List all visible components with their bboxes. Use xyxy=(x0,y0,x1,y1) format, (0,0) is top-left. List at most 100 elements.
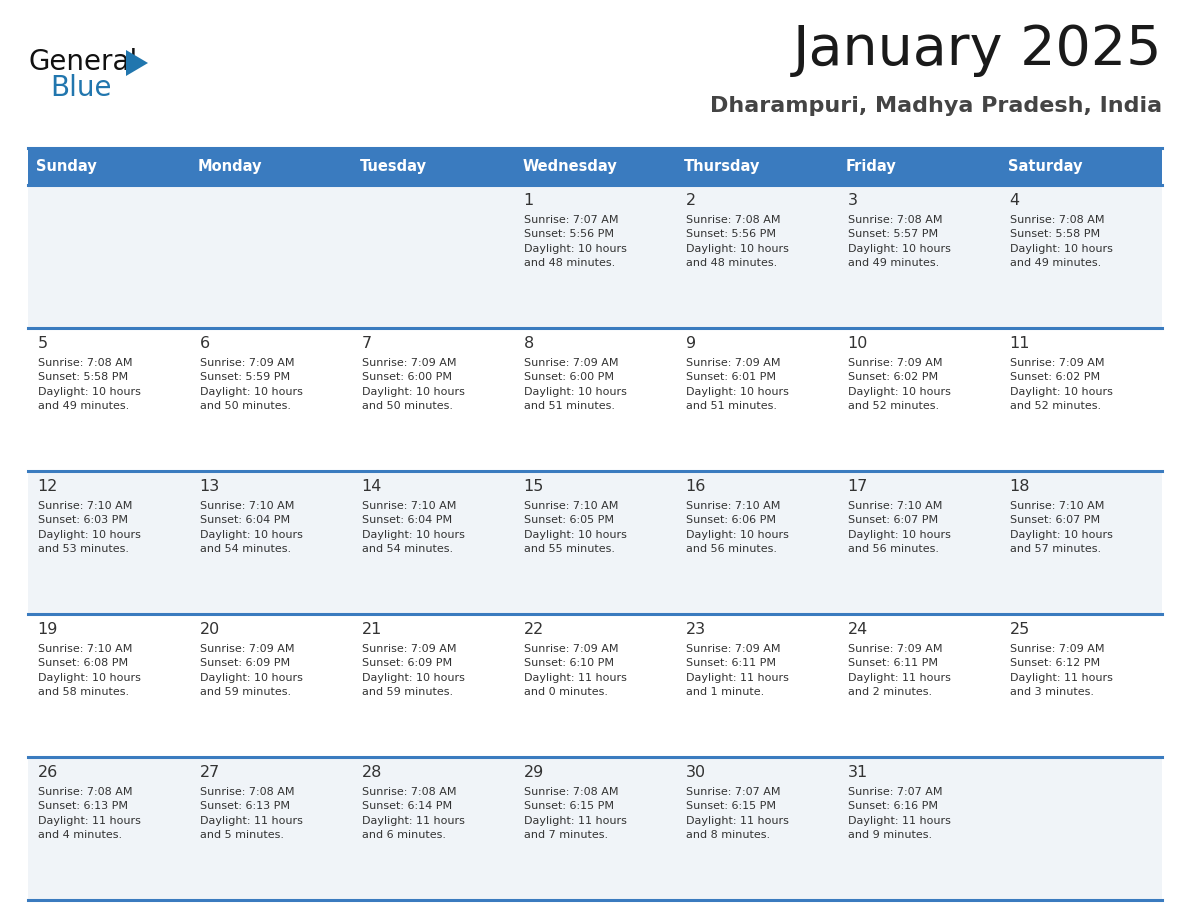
Text: Sunrise: 7:10 AM
Sunset: 6:04 PM
Daylight: 10 hours
and 54 minutes.: Sunrise: 7:10 AM Sunset: 6:04 PM Dayligh… xyxy=(200,501,303,554)
Text: 11: 11 xyxy=(1010,336,1030,351)
Bar xyxy=(676,328,838,471)
Text: Sunrise: 7:10 AM
Sunset: 6:05 PM
Daylight: 10 hours
and 55 minutes.: Sunrise: 7:10 AM Sunset: 6:05 PM Dayligh… xyxy=(524,501,626,554)
Text: Sunrise: 7:10 AM
Sunset: 6:07 PM
Daylight: 10 hours
and 57 minutes.: Sunrise: 7:10 AM Sunset: 6:07 PM Dayligh… xyxy=(1010,501,1113,554)
Text: 4: 4 xyxy=(1010,193,1019,208)
Text: Sunrise: 7:08 AM
Sunset: 5:58 PM
Daylight: 10 hours
and 49 minutes.: Sunrise: 7:08 AM Sunset: 5:58 PM Dayligh… xyxy=(1010,215,1113,268)
Bar xyxy=(29,757,190,900)
Bar xyxy=(514,757,676,900)
Text: Sunrise: 7:08 AM
Sunset: 6:15 PM
Daylight: 11 hours
and 7 minutes.: Sunrise: 7:08 AM Sunset: 6:15 PM Dayligh… xyxy=(524,787,626,840)
Text: Sunrise: 7:09 AM
Sunset: 6:12 PM
Daylight: 11 hours
and 3 minutes.: Sunrise: 7:09 AM Sunset: 6:12 PM Dayligh… xyxy=(1010,644,1113,697)
Bar xyxy=(1000,614,1162,757)
Bar xyxy=(838,185,1000,328)
Bar xyxy=(676,757,838,900)
Bar xyxy=(352,757,514,900)
Text: 16: 16 xyxy=(685,479,706,494)
Text: Sunrise: 7:09 AM
Sunset: 6:00 PM
Daylight: 10 hours
and 51 minutes.: Sunrise: 7:09 AM Sunset: 6:00 PM Dayligh… xyxy=(524,358,626,411)
Text: Sunrise: 7:10 AM
Sunset: 6:04 PM
Daylight: 10 hours
and 54 minutes.: Sunrise: 7:10 AM Sunset: 6:04 PM Dayligh… xyxy=(361,501,465,554)
Text: Sunrise: 7:09 AM
Sunset: 6:09 PM
Daylight: 10 hours
and 59 minutes.: Sunrise: 7:09 AM Sunset: 6:09 PM Dayligh… xyxy=(200,644,303,697)
Text: 23: 23 xyxy=(685,622,706,637)
Text: 27: 27 xyxy=(200,765,220,780)
Text: 14: 14 xyxy=(361,479,383,494)
Text: Sunrise: 7:09 AM
Sunset: 6:09 PM
Daylight: 10 hours
and 59 minutes.: Sunrise: 7:09 AM Sunset: 6:09 PM Dayligh… xyxy=(361,644,465,697)
Bar xyxy=(352,148,514,185)
Text: 12: 12 xyxy=(38,479,58,494)
Bar xyxy=(1000,328,1162,471)
Bar xyxy=(190,185,352,328)
Text: Tuesday: Tuesday xyxy=(360,159,428,174)
Text: Wednesday: Wednesday xyxy=(522,159,617,174)
Text: 1: 1 xyxy=(524,193,533,208)
Text: 22: 22 xyxy=(524,622,544,637)
Bar xyxy=(352,185,514,328)
Text: 20: 20 xyxy=(200,622,220,637)
Text: 25: 25 xyxy=(1010,622,1030,637)
Bar xyxy=(190,757,352,900)
Text: 18: 18 xyxy=(1010,479,1030,494)
Text: 15: 15 xyxy=(524,479,544,494)
Bar xyxy=(352,328,514,471)
Bar xyxy=(514,471,676,614)
Bar xyxy=(838,148,1000,185)
Text: Sunrise: 7:09 AM
Sunset: 6:01 PM
Daylight: 10 hours
and 51 minutes.: Sunrise: 7:09 AM Sunset: 6:01 PM Dayligh… xyxy=(685,358,789,411)
Bar xyxy=(29,185,190,328)
Bar xyxy=(838,757,1000,900)
Text: 21: 21 xyxy=(361,622,383,637)
Text: Friday: Friday xyxy=(846,159,897,174)
Text: Sunrise: 7:07 AM
Sunset: 6:15 PM
Daylight: 11 hours
and 8 minutes.: Sunrise: 7:07 AM Sunset: 6:15 PM Dayligh… xyxy=(685,787,789,840)
Bar xyxy=(29,471,190,614)
Text: Sunrise: 7:09 AM
Sunset: 6:11 PM
Daylight: 11 hours
and 1 minute.: Sunrise: 7:09 AM Sunset: 6:11 PM Dayligh… xyxy=(685,644,789,697)
Text: Sunrise: 7:10 AM
Sunset: 6:03 PM
Daylight: 10 hours
and 53 minutes.: Sunrise: 7:10 AM Sunset: 6:03 PM Dayligh… xyxy=(38,501,140,554)
Text: 28: 28 xyxy=(361,765,383,780)
Text: Sunrise: 7:08 AM
Sunset: 5:56 PM
Daylight: 10 hours
and 48 minutes.: Sunrise: 7:08 AM Sunset: 5:56 PM Dayligh… xyxy=(685,215,789,268)
Text: 2: 2 xyxy=(685,193,696,208)
Text: Sunrise: 7:08 AM
Sunset: 6:14 PM
Daylight: 11 hours
and 6 minutes.: Sunrise: 7:08 AM Sunset: 6:14 PM Dayligh… xyxy=(361,787,465,840)
Text: Sunrise: 7:10 AM
Sunset: 6:06 PM
Daylight: 10 hours
and 56 minutes.: Sunrise: 7:10 AM Sunset: 6:06 PM Dayligh… xyxy=(685,501,789,554)
Bar xyxy=(190,328,352,471)
Bar xyxy=(190,148,352,185)
Text: Sunrise: 7:09 AM
Sunset: 5:59 PM
Daylight: 10 hours
and 50 minutes.: Sunrise: 7:09 AM Sunset: 5:59 PM Dayligh… xyxy=(200,358,303,411)
Text: Sunrise: 7:09 AM
Sunset: 6:02 PM
Daylight: 10 hours
and 52 minutes.: Sunrise: 7:09 AM Sunset: 6:02 PM Dayligh… xyxy=(848,358,950,411)
Bar xyxy=(1000,148,1162,185)
Text: Sunrise: 7:09 AM
Sunset: 6:02 PM
Daylight: 10 hours
and 52 minutes.: Sunrise: 7:09 AM Sunset: 6:02 PM Dayligh… xyxy=(1010,358,1113,411)
Text: General: General xyxy=(29,48,138,76)
Text: Dharampuri, Madhya Pradesh, India: Dharampuri, Madhya Pradesh, India xyxy=(710,96,1162,116)
Text: 19: 19 xyxy=(38,622,58,637)
Bar xyxy=(1000,757,1162,900)
Text: 9: 9 xyxy=(685,336,696,351)
Text: Sunrise: 7:07 AM
Sunset: 6:16 PM
Daylight: 11 hours
and 9 minutes.: Sunrise: 7:07 AM Sunset: 6:16 PM Dayligh… xyxy=(848,787,950,840)
Text: 31: 31 xyxy=(848,765,868,780)
Text: 17: 17 xyxy=(848,479,868,494)
Text: 7: 7 xyxy=(361,336,372,351)
Text: 8: 8 xyxy=(524,336,533,351)
Bar xyxy=(676,471,838,614)
Bar xyxy=(838,614,1000,757)
Bar xyxy=(514,328,676,471)
Text: Sunrise: 7:09 AM
Sunset: 6:11 PM
Daylight: 11 hours
and 2 minutes.: Sunrise: 7:09 AM Sunset: 6:11 PM Dayligh… xyxy=(848,644,950,697)
Text: 3: 3 xyxy=(848,193,858,208)
Text: Blue: Blue xyxy=(50,74,112,102)
Text: January 2025: January 2025 xyxy=(792,23,1162,77)
Bar xyxy=(676,614,838,757)
Polygon shape xyxy=(126,50,148,76)
Bar xyxy=(190,471,352,614)
Bar xyxy=(676,148,838,185)
Text: 30: 30 xyxy=(685,765,706,780)
Text: Sunday: Sunday xyxy=(36,159,97,174)
Text: Sunrise: 7:08 AM
Sunset: 5:57 PM
Daylight: 10 hours
and 49 minutes.: Sunrise: 7:08 AM Sunset: 5:57 PM Dayligh… xyxy=(848,215,950,268)
Bar xyxy=(838,471,1000,614)
Bar xyxy=(29,328,190,471)
Text: Sunrise: 7:08 AM
Sunset: 6:13 PM
Daylight: 11 hours
and 5 minutes.: Sunrise: 7:08 AM Sunset: 6:13 PM Dayligh… xyxy=(200,787,303,840)
Bar xyxy=(514,614,676,757)
Text: 5: 5 xyxy=(38,336,48,351)
Bar xyxy=(352,471,514,614)
Text: 29: 29 xyxy=(524,765,544,780)
Text: Sunrise: 7:07 AM
Sunset: 5:56 PM
Daylight: 10 hours
and 48 minutes.: Sunrise: 7:07 AM Sunset: 5:56 PM Dayligh… xyxy=(524,215,626,268)
Text: Thursday: Thursday xyxy=(684,159,760,174)
Bar xyxy=(514,185,676,328)
Bar xyxy=(838,328,1000,471)
Text: 13: 13 xyxy=(200,479,220,494)
Bar xyxy=(514,148,676,185)
Text: Sunrise: 7:09 AM
Sunset: 6:00 PM
Daylight: 10 hours
and 50 minutes.: Sunrise: 7:09 AM Sunset: 6:00 PM Dayligh… xyxy=(361,358,465,411)
Text: Sunrise: 7:08 AM
Sunset: 5:58 PM
Daylight: 10 hours
and 49 minutes.: Sunrise: 7:08 AM Sunset: 5:58 PM Dayligh… xyxy=(38,358,140,411)
Bar xyxy=(676,185,838,328)
